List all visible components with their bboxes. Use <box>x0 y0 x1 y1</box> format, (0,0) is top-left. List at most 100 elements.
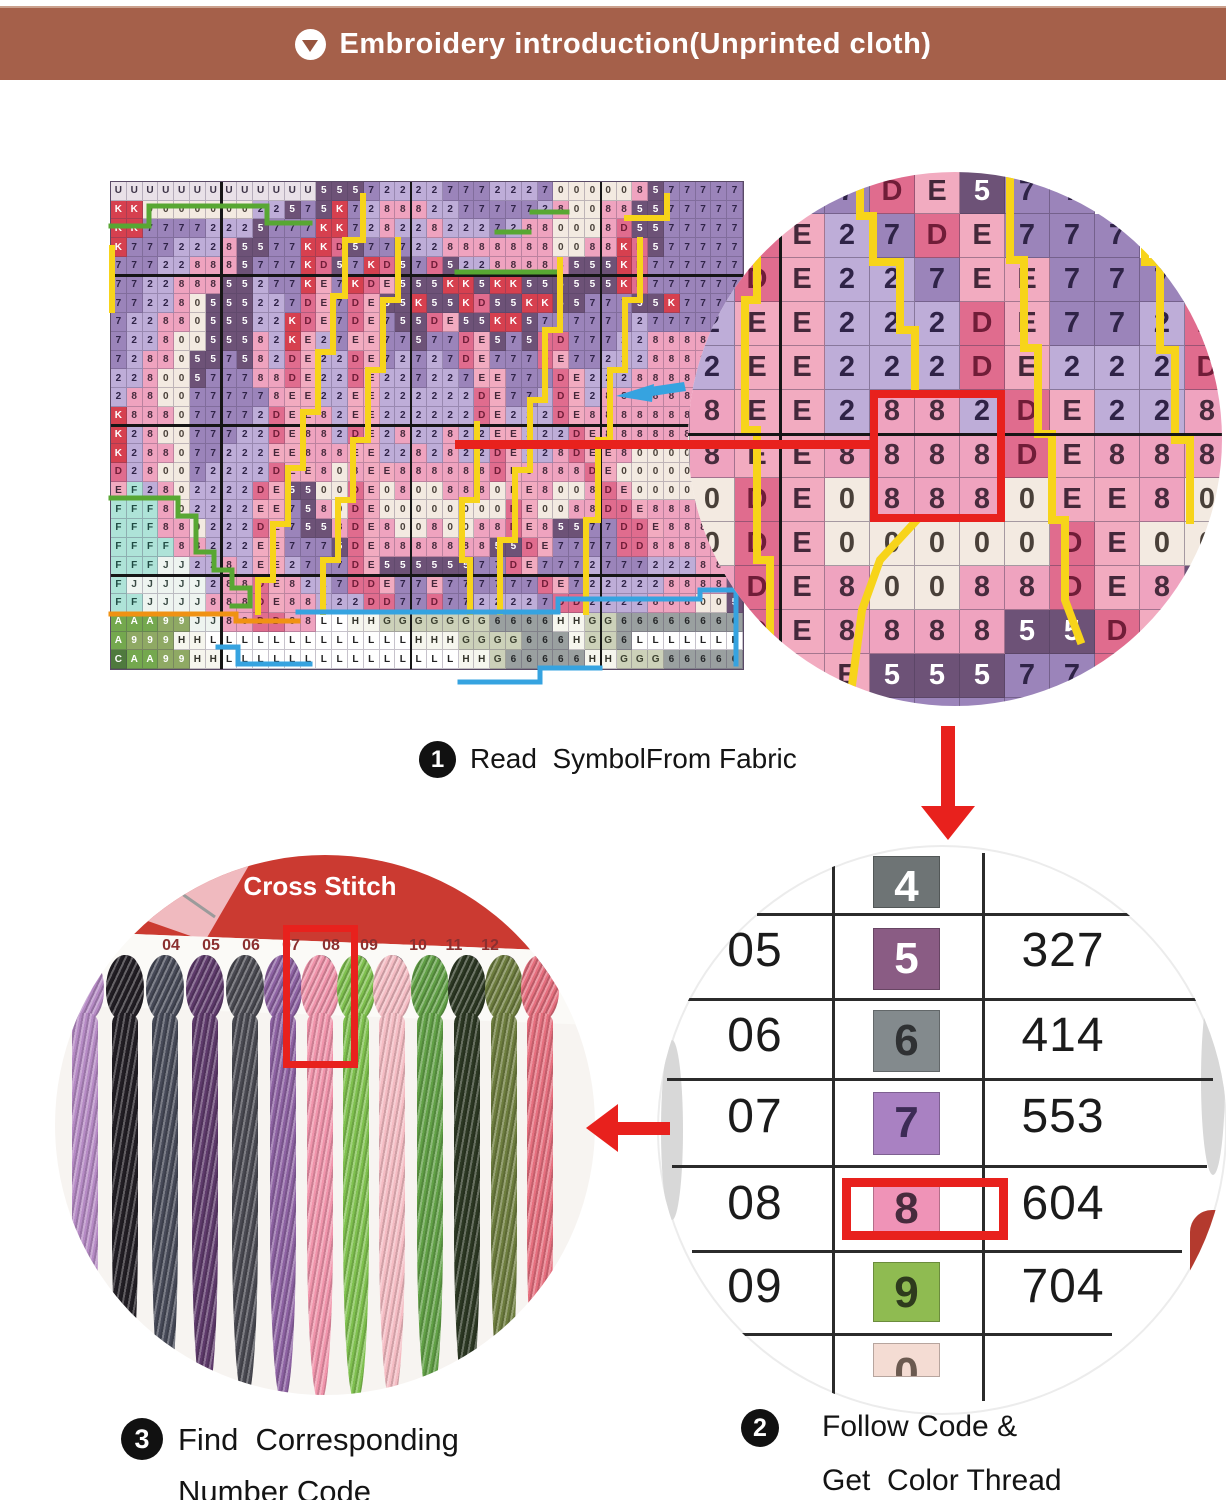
chart-cell: 8 <box>648 425 664 445</box>
chart-cell: K <box>616 256 633 276</box>
chart-cell: K <box>616 275 633 295</box>
chart-cell: 7 <box>158 219 175 239</box>
magnifier-grid-line <box>688 433 1222 436</box>
chart-cell: 7 <box>190 388 206 407</box>
chart-cell: 5 <box>253 238 269 257</box>
chart-cell: 7 <box>695 200 712 220</box>
chart-cell: 2 <box>205 500 222 520</box>
chart-cell: 2 <box>221 500 238 520</box>
chart-cell: 0 <box>632 481 649 501</box>
chart-cell: 0 <box>221 200 238 220</box>
chart-cell: 8 <box>442 425 459 445</box>
chart-cell: 7 <box>711 182 728 201</box>
thread-knot <box>186 955 224 1021</box>
chart-cell: 2 <box>442 219 459 239</box>
chart-cell: 6 <box>537 631 554 651</box>
chart-cell: 0 <box>537 500 554 520</box>
chart-cell: K <box>506 313 522 332</box>
chart-cell: E <box>553 575 570 595</box>
magnifier-cell: 2 <box>1095 346 1140 390</box>
chart-cell: 2 <box>411 182 427 201</box>
chart-cell: H <box>569 612 585 632</box>
chart-cell: 8 <box>537 519 554 538</box>
chart-cell: 7 <box>221 388 238 407</box>
chart-cell: 8 <box>600 238 617 257</box>
chart-cell: D <box>332 238 348 257</box>
chart-cell: K <box>284 313 301 332</box>
magnifier-cell: D <box>870 172 915 214</box>
chart-cell: 8 <box>284 612 301 632</box>
chart-cell: A <box>142 612 159 632</box>
chart-cell: 0 <box>474 500 491 520</box>
magnifier-cell: E <box>1050 478 1095 522</box>
chart-cell: D <box>553 369 570 389</box>
instruction-banner: Embroidery introduction(Unprinted cloth) <box>0 6 1226 80</box>
chart-cell: 2 <box>537 425 554 445</box>
chart-cell: 7 <box>679 182 696 201</box>
chart-cell: 8 <box>664 537 680 557</box>
card-number: 10 <box>409 937 427 954</box>
magnifier-cell: 7 <box>870 214 915 258</box>
chart-cell: K <box>111 425 127 445</box>
thread-skein <box>146 955 184 1395</box>
chart-cell: 7 <box>490 350 506 370</box>
chart-cell: 9 <box>126 631 143 651</box>
chart-cell: 8 <box>158 519 175 538</box>
chart-cell: E <box>600 462 617 482</box>
magnifier-cell: 0 <box>1140 522 1185 566</box>
chart-cell: H <box>600 650 617 669</box>
chart-cell: D <box>284 369 301 389</box>
table-vline <box>832 853 835 1401</box>
chart-cell: 2 <box>237 444 254 463</box>
chart-cell: L <box>237 631 254 651</box>
chart-cell: 7 <box>284 519 301 538</box>
chart-cell: E <box>506 481 522 501</box>
chart-cell: J <box>142 594 159 613</box>
chart-cell: 8 <box>221 612 238 632</box>
card-number: 08 <box>322 937 340 954</box>
chart-cell: 7 <box>205 406 222 426</box>
chart-cell: 7 <box>284 256 301 276</box>
chart-cell: 7 <box>142 219 159 239</box>
chart-cell: H <box>348 612 364 632</box>
chart-cell: F <box>111 500 127 520</box>
chart-cell: 7 <box>632 556 649 576</box>
table-hline <box>757 913 1147 916</box>
chart-cell: 7 <box>332 275 348 295</box>
chart-cell: 2 <box>474 425 491 445</box>
chart-cell: 7 <box>569 556 585 576</box>
chart-cell: D <box>253 481 269 501</box>
magnifier-cell: 8 <box>825 610 870 654</box>
chart-cell: 8 <box>190 537 206 557</box>
chart-cell: U <box>190 182 206 201</box>
chart-cell: E <box>427 575 443 595</box>
chart-cell: 0 <box>569 238 585 257</box>
chart-cell: 2 <box>190 481 206 501</box>
magnifier-cell: 8 <box>690 390 735 434</box>
chart-cell: 2 <box>379 182 396 201</box>
chart-cell: E <box>300 462 317 482</box>
chart-cell: G <box>458 612 475 632</box>
step3-number: 3 <box>134 1423 150 1454</box>
chart-cell: L <box>269 631 285 651</box>
chart-cell: 8 <box>253 331 269 351</box>
chart-cell: 2 <box>142 294 159 314</box>
chart-cell: 0 <box>632 462 649 482</box>
chart-cell: 2 <box>600 369 617 389</box>
chart-cell: 8 <box>616 425 633 445</box>
chart-cell: 5 <box>427 275 443 295</box>
table-symbol-square: 4 <box>873 856 940 908</box>
chart-cell: 5 <box>632 200 649 220</box>
chart-cell: 7 <box>569 313 585 332</box>
chart-cell: 0 <box>648 444 664 463</box>
chart-cell: 7 <box>111 256 127 276</box>
chart-cell: D <box>427 256 443 276</box>
chart-cell: U <box>269 182 285 201</box>
chart-cell: E <box>363 462 380 482</box>
chart-cell: 5 <box>600 275 617 295</box>
chart-cell: E <box>648 519 664 538</box>
thread-knot <box>106 955 144 1021</box>
chart-cell: 0 <box>174 388 190 407</box>
card-number: 06 <box>242 937 260 954</box>
chart-cell: 2 <box>521 425 538 445</box>
